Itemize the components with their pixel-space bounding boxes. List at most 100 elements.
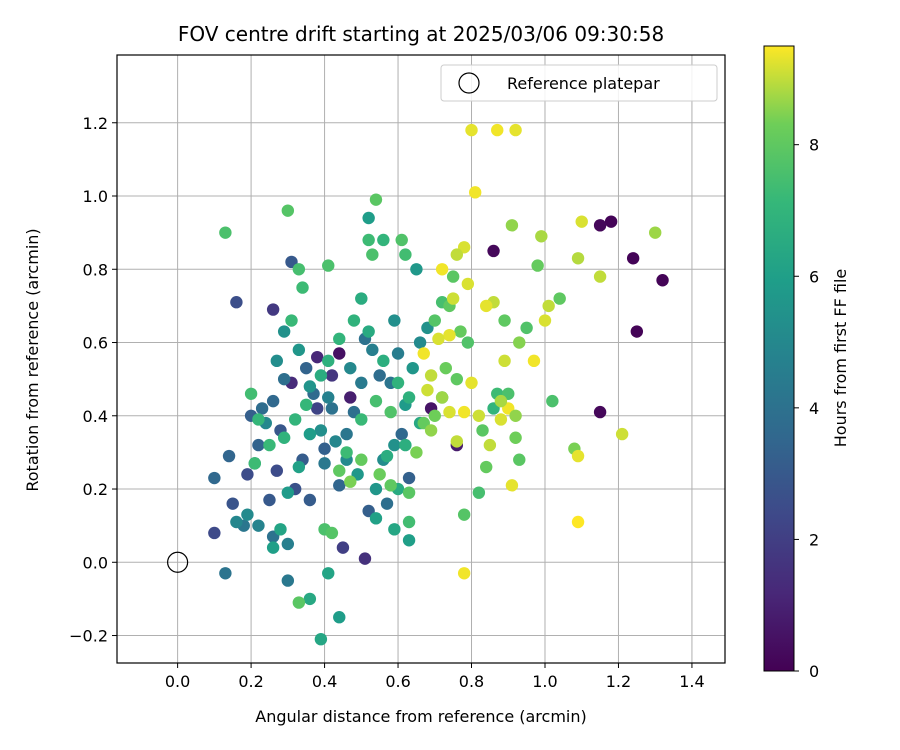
plot-frame (116, 54, 726, 664)
x-tick-label: 0.4 (312, 672, 337, 691)
colorbar-gradient (763, 45, 795, 672)
data-point (615, 427, 629, 441)
data-point (491, 123, 504, 137)
data-point (391, 376, 405, 390)
colorbar-ticks: 0 2 4 6 8 (794, 136, 819, 681)
colorbar-tick-label: 6 (809, 267, 819, 286)
data-point (465, 376, 478, 390)
x-tick-label: 1.4 (679, 672, 704, 691)
data-point (355, 413, 368, 426)
y-tick-label: 0.8 (83, 260, 108, 279)
x-tick-label: 0.6 (385, 672, 410, 691)
data-point (263, 493, 276, 507)
x-tick-label: 0.8 (459, 672, 484, 691)
data-point (410, 263, 423, 276)
data-point (428, 409, 441, 422)
reference-platepar-marker (167, 551, 189, 573)
data-point (656, 274, 669, 287)
data-point (388, 438, 401, 452)
data-point (395, 427, 408, 441)
data-point (344, 475, 357, 488)
data-point (322, 354, 335, 368)
x-axis-ticks: 0.0 0.2 0.4 0.6 0.8 1.0 1.2 1.4 (165, 663, 705, 691)
data-point (311, 350, 324, 364)
data-point (366, 343, 379, 357)
data-point (417, 347, 430, 360)
data-point (450, 248, 464, 261)
y-tick-label: 0.0 (83, 553, 108, 572)
data-point (421, 383, 434, 397)
data-point (571, 252, 585, 265)
data-point (329, 435, 342, 448)
data-point (384, 479, 397, 492)
data-point (355, 376, 368, 390)
data-point (399, 438, 412, 452)
data-point (299, 361, 313, 375)
data-point (443, 405, 456, 419)
data-point (355, 453, 368, 466)
colorbar-tick-label: 0 (809, 662, 819, 681)
legend-box (440, 64, 718, 102)
data-point (230, 515, 243, 529)
data-point (461, 277, 475, 291)
data-point (450, 372, 464, 386)
data-point (428, 314, 441, 327)
data-point (571, 515, 585, 529)
colorbar-label: Hours from first FF file (831, 269, 850, 448)
data-point (424, 424, 438, 437)
data-point (266, 303, 280, 316)
data-point (369, 394, 383, 408)
data-point (432, 332, 445, 346)
data-point (322, 391, 335, 404)
data-point (270, 464, 284, 477)
data-point (513, 336, 526, 349)
data-point (288, 413, 302, 426)
colorbar-tick-label: 8 (809, 136, 819, 155)
chart-title: FOV centre drift starting at 2025/03/06 … (178, 22, 664, 46)
data-point (457, 405, 471, 419)
x-axis-label: Angular distance from reference (arcmin) (255, 707, 586, 726)
data-point (402, 471, 416, 485)
data-point (435, 263, 449, 276)
data-point (509, 431, 522, 444)
data-point (358, 552, 372, 565)
data-point (373, 468, 386, 481)
data-point (208, 526, 221, 540)
data-point (384, 405, 397, 419)
data-point (333, 347, 346, 360)
y-axis-label: Rotation from reference (arcmin) (23, 228, 42, 491)
data-point (314, 632, 328, 646)
x-tick-label: 0.2 (238, 672, 263, 691)
data-point (575, 215, 588, 228)
data-point (593, 405, 607, 419)
data-point (252, 413, 265, 426)
data-point (266, 394, 280, 408)
data-point (322, 567, 335, 580)
data-point (443, 328, 456, 342)
data-point (244, 387, 258, 400)
y-axis-ticks: −0.2 0.0 0.2 0.4 0.6 0.8 1.0 1.2 (69, 114, 117, 646)
data-point (630, 325, 644, 338)
y-tick-label: 0.2 (83, 480, 108, 499)
data-point (366, 248, 379, 261)
data-point (509, 409, 522, 422)
data-point (292, 343, 306, 357)
data-point (395, 233, 408, 247)
x-tick-label: 1.0 (532, 672, 557, 691)
data-point (344, 391, 357, 404)
data-point (494, 413, 508, 426)
data-point (388, 523, 401, 536)
data-point (314, 424, 328, 437)
data-points (208, 123, 669, 646)
data-point (487, 244, 500, 258)
data-point (226, 497, 239, 510)
data-point (303, 380, 317, 393)
data-point (380, 497, 394, 510)
data-point (333, 332, 346, 346)
data-point (318, 457, 331, 470)
data-point (377, 233, 390, 247)
data-point (219, 567, 232, 580)
data-point (388, 314, 401, 327)
data-point (399, 248, 412, 261)
data-point (446, 292, 460, 305)
